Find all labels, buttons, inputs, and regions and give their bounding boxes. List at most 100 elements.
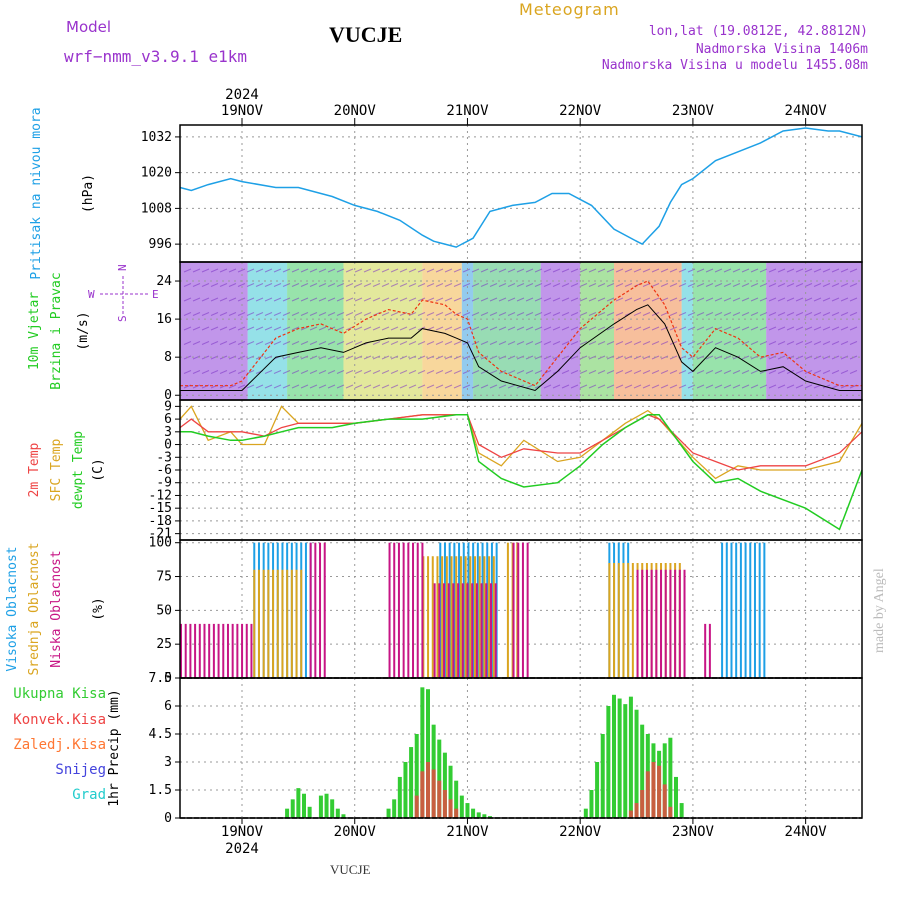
y-tick-label: 1.5 [149,783,172,798]
total-precip-bar [437,739,442,818]
total-precip-bar [634,709,639,818]
conv-precip-bar [454,808,459,818]
precip-legend-item: Ukupna Kisa [13,686,106,702]
low_cloud-bar [683,569,686,678]
mid_cloud-bar [272,569,275,678]
low_cloud-bar [323,542,326,678]
dewpt-line [180,414,863,531]
mid_cloud-bar [608,563,611,678]
mid_cloud-bar [276,569,279,678]
total-precip-bar [442,752,447,818]
low_cloud-bar [231,623,234,678]
panel-frame [179,677,863,819]
low_cloud-bar [447,583,450,678]
low_cloud-bar [655,569,658,678]
total-precip-bar [386,808,391,818]
sfc-temp-line [179,405,863,480]
top-day-label: 21NOV [446,103,489,119]
panel-ylabel: (m/s) [76,311,91,350]
total-precip-bar [403,762,408,818]
conv-precip-bar [442,790,447,818]
bottom-day-label: 22NOV [559,824,602,840]
legend-w: W [88,288,95,301]
low_cloud-bar [517,542,520,678]
y-tick-label: -12 [149,488,172,503]
total-precip-bar [628,696,633,818]
low_cloud-bar [490,583,492,678]
total-precip-bar [397,776,402,818]
top-day-label: 20NOV [334,103,377,119]
panel-frame [179,124,863,263]
total-precip-bar [296,788,301,818]
panel-ylabel: Pritisak na nivou mora [29,107,44,279]
mid_cloud-bar [488,556,491,678]
y-tick-label: 75 [156,570,172,585]
mid_cloud-bar [257,569,260,678]
high_cloud-bar [304,542,307,678]
total-precip-bar [341,814,346,818]
low_cloud-bar [180,623,182,678]
bottom-day-label: 19NOV [221,824,264,840]
top-day-label: 22NOV [559,103,602,119]
total-precip-bar [414,734,419,818]
y-tick-label: 3 [164,425,172,440]
low_cloud-bar [314,542,317,678]
y-tick-label: 6 [164,412,172,427]
model-label: Model [66,18,112,36]
mid_cloud-bar [506,542,509,678]
y-tick-label: 0 [164,388,172,403]
total-precip-bar [476,812,481,818]
total-precip-bar [600,734,605,818]
mid_cloud-bar [474,556,477,678]
low_cloud-bar [678,569,681,678]
panel-ylabel: 1hr Precip (mm) [107,689,122,806]
mid_cloud-bar [431,556,434,678]
mid_cloud-bar [469,556,472,678]
panel-ylabel: SFC Temp [49,439,64,502]
low_cloud-bar [438,583,441,678]
mid_cloud-bar [445,556,448,678]
y-tick-label: 1032 [141,130,172,145]
low_cloud-bar [521,542,524,678]
low_cloud-bar [412,542,415,678]
high_cloud-bar [763,542,766,678]
pressure-line [179,127,863,248]
low_cloud-bar [645,569,648,678]
total-precip-bar [606,706,611,818]
high_cloud-bar [721,542,724,678]
low_cloud-bar [471,583,474,678]
conv-precip-bar [651,762,656,818]
legend-e: E [152,288,159,301]
low_cloud-bar [189,623,192,678]
high_cloud-bar [739,542,742,678]
total-precip-bar [285,808,290,818]
mid_cloud-bar [295,569,298,678]
high_cloud-bar [758,542,761,678]
low_cloud-bar [388,542,391,678]
y-tick-label: 7.5 [149,671,172,686]
low_cloud-bar [397,542,400,678]
low_cloud-bar [241,623,244,678]
y-tick-label: -18 [149,514,172,529]
low_cloud-bar [222,623,225,678]
conv-precip-bar [640,790,645,818]
panel-ylabel: Srednja Oblacnost [27,542,42,675]
low_cloud-bar [407,542,410,678]
total-precip-bar [679,803,684,818]
low_cloud-bar [208,623,211,678]
mid_cloud-bar [631,563,634,678]
total-precip-bar [674,776,678,818]
low_cloud-bar [466,583,469,678]
low_cloud-bar [480,583,483,678]
top-day-label: 24NOV [785,103,828,119]
y-tick-label: 9 [164,399,172,414]
low_cloud-bar [660,569,663,678]
wind-speed-line [180,304,862,392]
total-precip-bar [324,793,329,818]
bottom-year-label: 2024 [225,841,259,857]
bottom-day-label: 24NOV [785,824,828,840]
low_cloud-bar [512,542,515,678]
low_cloud-bar [236,623,239,678]
mid_cloud-bar [427,556,430,678]
station-title: VUCJE [329,22,403,47]
